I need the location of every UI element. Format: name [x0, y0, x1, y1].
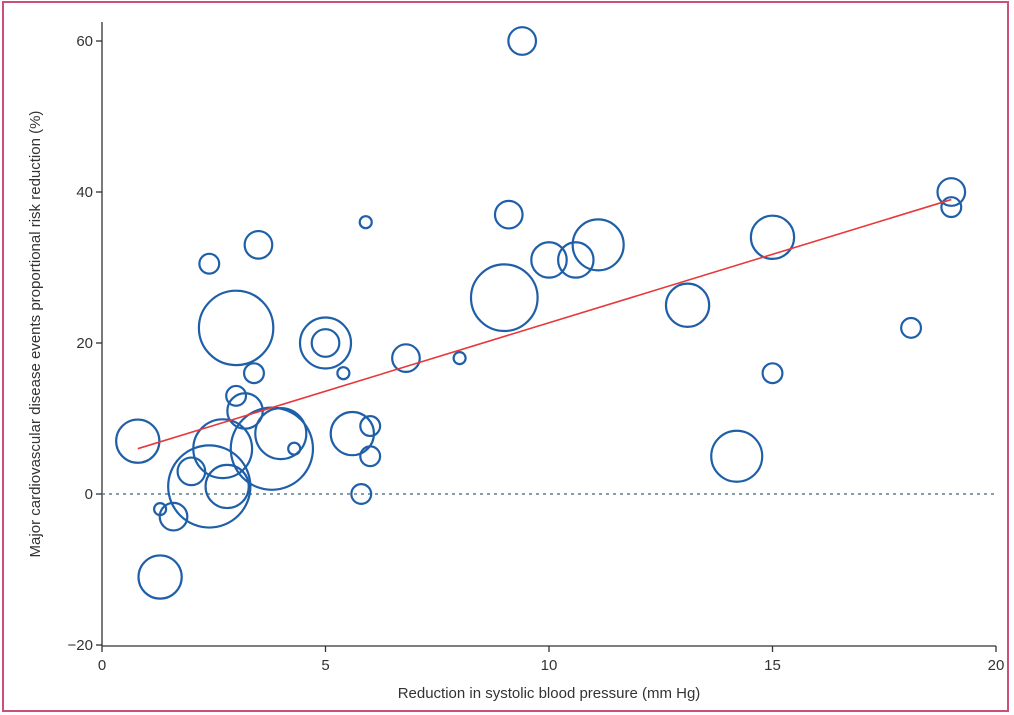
y-tick-label: 40: [76, 184, 93, 201]
trend-line: [137, 198, 952, 450]
data-point: [197, 289, 275, 367]
data-point: [359, 415, 382, 438]
data-point: [298, 316, 353, 370]
data-point: [936, 177, 967, 207]
data-point: [557, 241, 595, 279]
y-tick-label: 60: [76, 33, 93, 50]
x-tick-label: 20: [988, 657, 1005, 674]
y-tick-label: 20: [76, 335, 93, 352]
data-point: [329, 410, 376, 457]
x-tick-label: 10: [541, 657, 558, 674]
data-point: [391, 343, 421, 374]
data-point: [900, 316, 923, 339]
y-tick-label: −20: [68, 637, 93, 654]
x-tick-label: 0: [98, 657, 106, 674]
data-point: [530, 241, 568, 279]
ticks: 60 40 20 0 −20 0 5 10 15 20: [68, 33, 1005, 674]
data-point: [204, 463, 250, 510]
data-point: [243, 229, 274, 260]
data-point: [310, 328, 341, 358]
data-point: [242, 362, 265, 385]
data-point: [225, 384, 248, 407]
x-tick-label: 15: [764, 657, 781, 674]
data-point: [167, 444, 252, 529]
data-point: [336, 366, 351, 381]
data-point: [137, 554, 183, 600]
axes: [101, 22, 996, 647]
data-point: [749, 214, 796, 260]
data-point: [358, 215, 373, 230]
data-point: [571, 218, 625, 272]
x-tick-label: 5: [321, 657, 329, 674]
data-point: [350, 483, 373, 506]
data-point: [493, 199, 524, 230]
y-axis-label: Major cardiovascular disease events prop…: [27, 111, 44, 558]
data-point: [176, 456, 207, 487]
data-point: [664, 282, 711, 328]
x-axis-label: Reduction in systolic blood pressure (mm…: [398, 685, 701, 702]
data-point: [710, 429, 764, 483]
data-markers: [115, 26, 967, 600]
data-point: [452, 351, 467, 366]
data-point: [115, 418, 161, 464]
data-point: [359, 445, 382, 468]
data-point: [469, 263, 539, 333]
data-point: [507, 26, 538, 56]
data-point: [287, 441, 302, 456]
data-point: [761, 362, 784, 385]
data-point: [940, 196, 963, 219]
y-tick-label: 0: [85, 486, 93, 503]
data-point: [158, 501, 189, 532]
data-point: [198, 252, 221, 275]
